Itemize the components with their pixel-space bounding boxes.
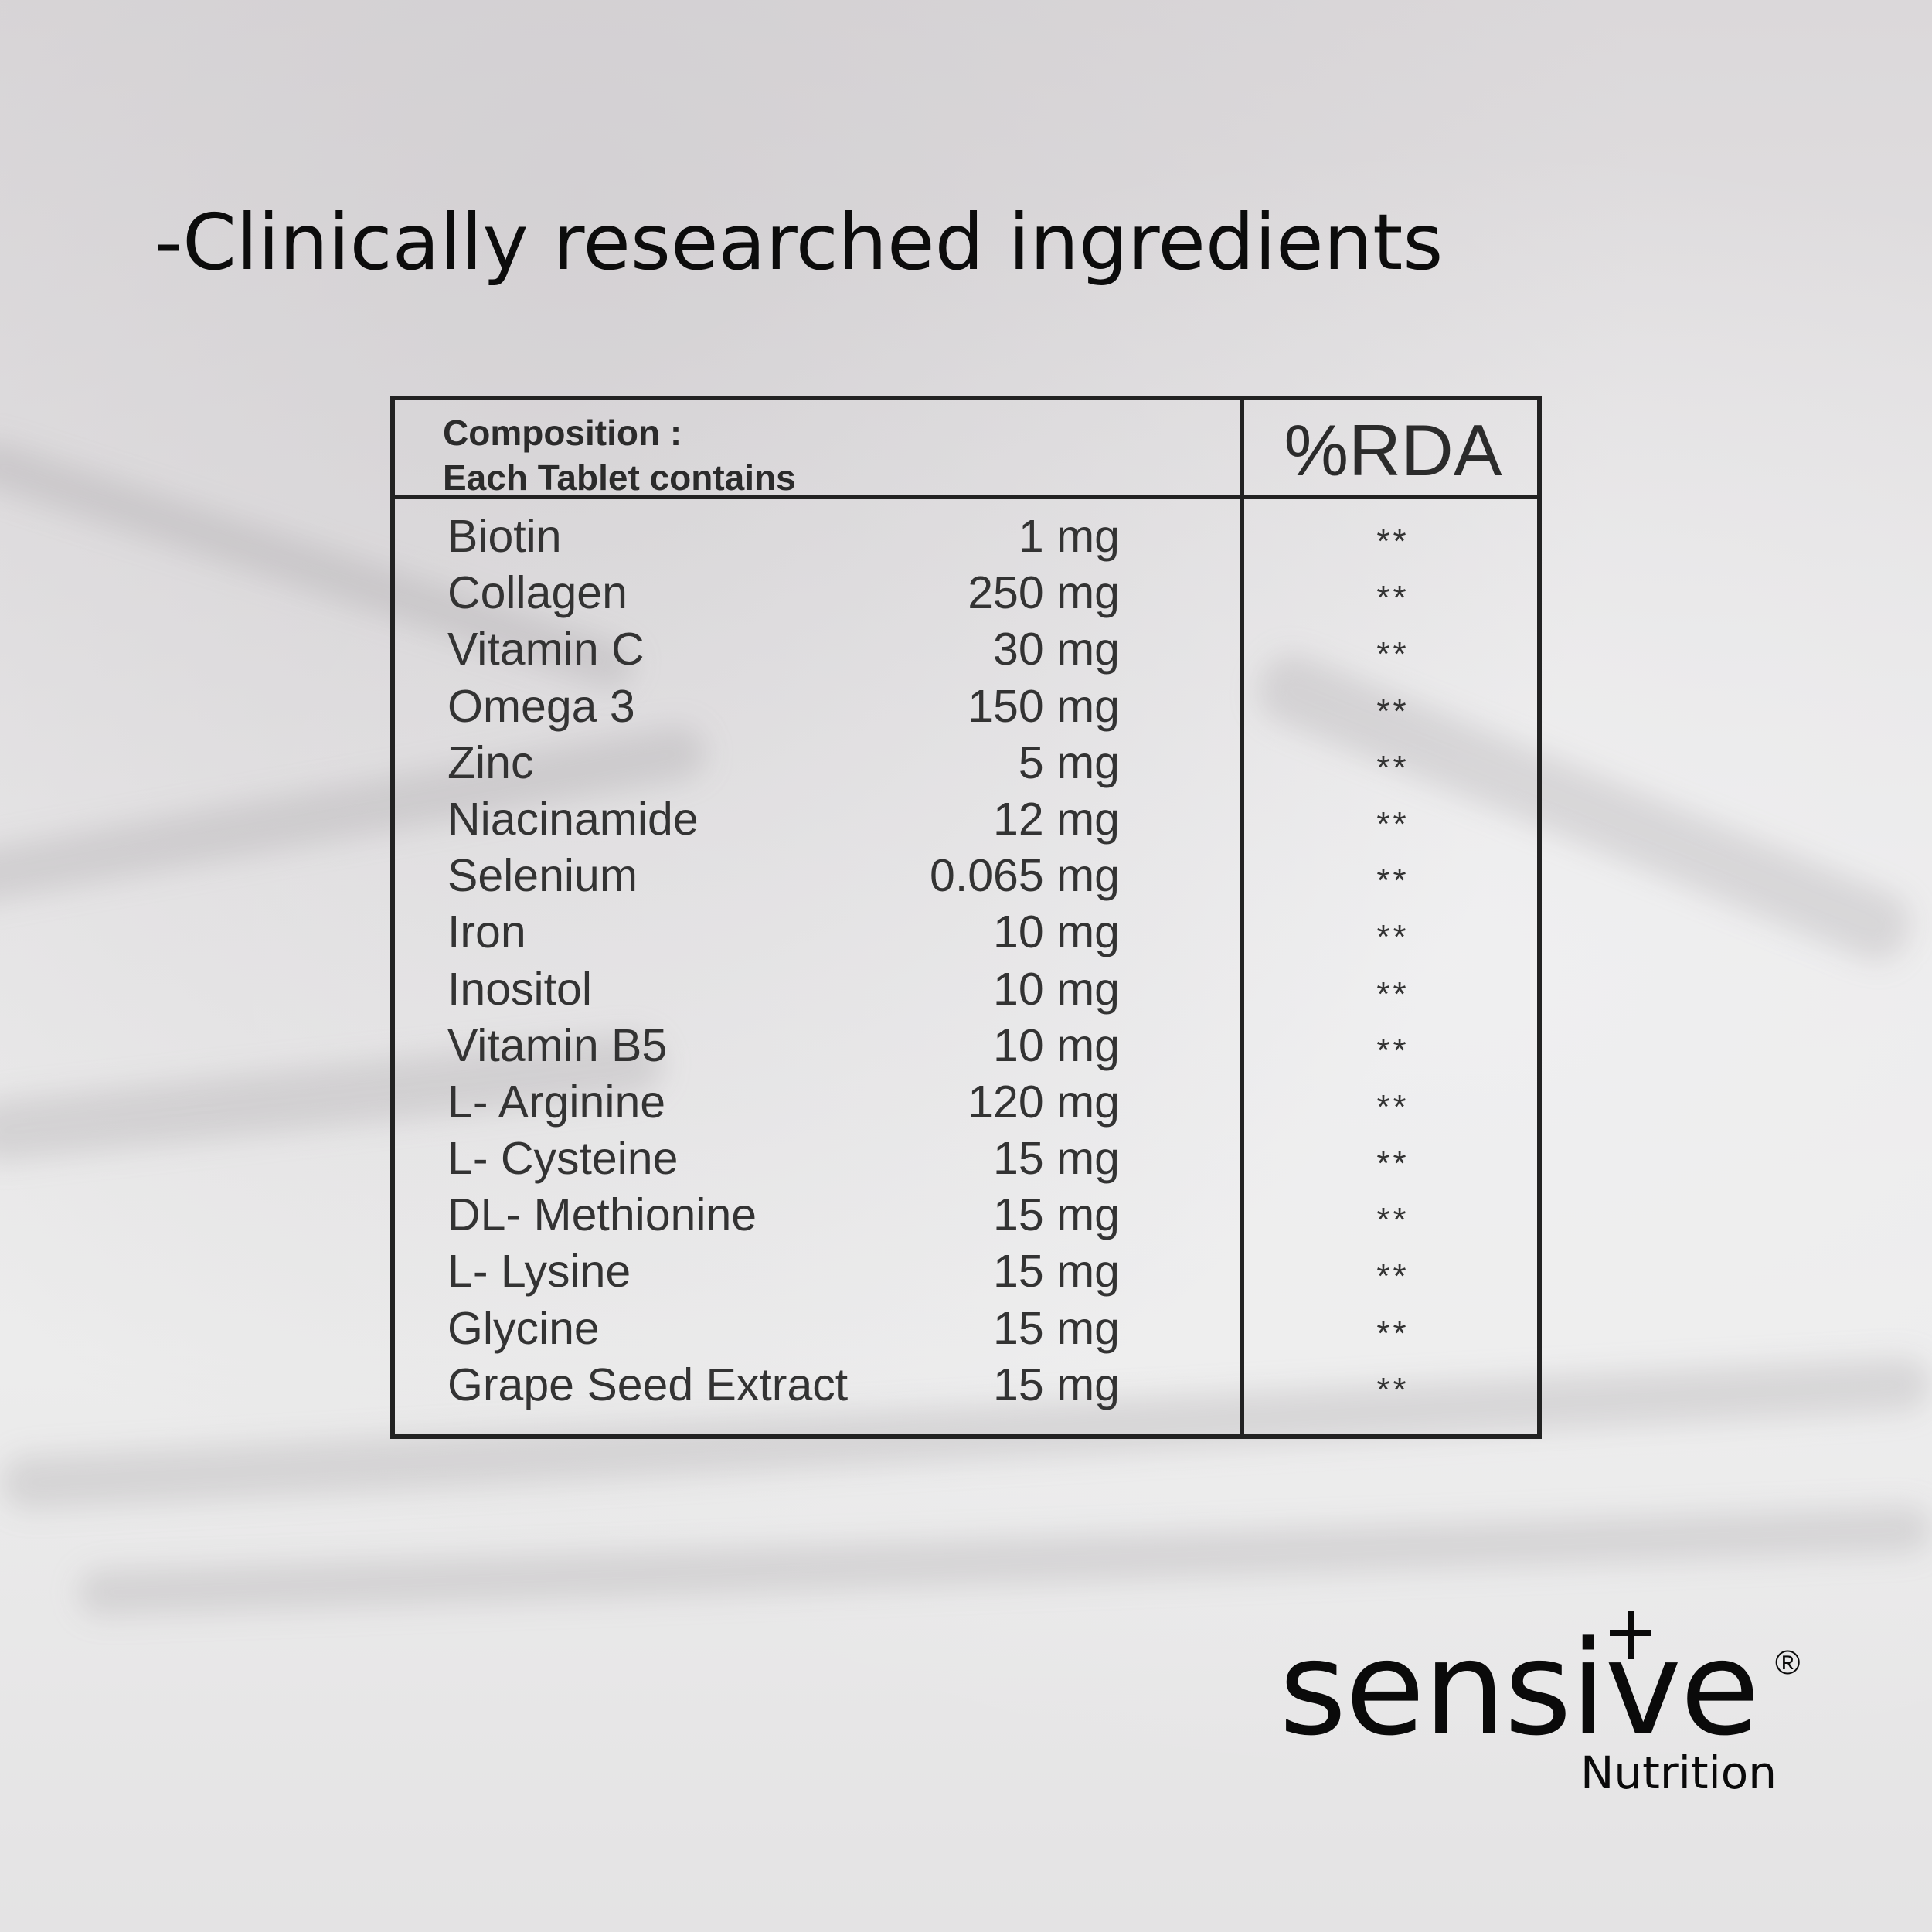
ingredient-rda: ** (1376, 1201, 1410, 1240)
ingredient-row: DL- Methionine 15 mg ** (395, 1187, 1537, 1243)
ingredient-dose: 10 mg (993, 906, 1120, 958)
ingredient-rda: ** (1376, 579, 1410, 617)
ingredient-dose: 15 mg (993, 1246, 1120, 1298)
logo-wordmark: sensive (1279, 1613, 1760, 1764)
ingredient-name: DL- Methionine (447, 1189, 757, 1241)
ingredient-row: Vitamin C 30 mg ** (395, 621, 1537, 678)
composition-title: Composition : (443, 413, 682, 453)
ingredient-rda: ** (1376, 522, 1410, 560)
ingredient-row: Omega 3 150 mg ** (395, 679, 1537, 735)
ingredient-dose: 15 mg (993, 1133, 1120, 1185)
ingredient-dose: 30 mg (993, 624, 1120, 675)
ingredient-name: Inositol (447, 963, 592, 1015)
headline: -Clinically researched ingredients (155, 197, 1444, 287)
ingredient-name: Vitamin C (447, 624, 645, 675)
ingredient-rda: ** (1376, 1031, 1410, 1070)
composition-table: Composition : Each Tablet contains %RDA … (390, 396, 1542, 1439)
ingredient-dose: 15 mg (993, 1302, 1120, 1354)
ingredient-row: L- Cysteine 15 mg ** (395, 1131, 1537, 1187)
ingredient-row: Zinc 5 mg ** (395, 735, 1537, 791)
ingredient-dose: 15 mg (993, 1359, 1120, 1410)
ingredient-row: L- Arginine 120 mg ** (395, 1074, 1537, 1131)
ingredient-row: Inositol 10 mg ** (395, 961, 1537, 1018)
brand-logo: sensive ® Nutrition (1279, 1611, 1820, 1812)
ingredient-rda: ** (1376, 975, 1410, 1013)
ingredient-rda: ** (1376, 1145, 1410, 1183)
ingredient-dose: 10 mg (993, 963, 1120, 1015)
ingredient-dose: 10 mg (993, 1019, 1120, 1071)
composition-subtitle: Each Tablet contains (443, 457, 796, 498)
ingredient-rda: ** (1376, 1314, 1410, 1352)
rda-header: %RDA (1284, 410, 1502, 491)
ingredient-list: Biotin 1 mg ** Collagen 250 mg ** Vitamin C 30 … (395, 509, 1537, 1413)
ingredient-rda: ** (1376, 862, 1410, 900)
ingredient-row: Selenium 0.065 mg ** (395, 848, 1537, 904)
ingredient-rda: ** (1376, 918, 1410, 957)
column-divider (1240, 400, 1244, 1434)
ingredient-name: Collagen (447, 567, 628, 619)
logo-subtitle: Nutrition (1580, 1747, 1777, 1799)
ingredient-row: Glycine 15 mg ** (395, 1301, 1537, 1357)
ingredient-name: L- Arginine (447, 1076, 666, 1128)
ingredient-row: Grape Seed Extract 15 mg ** (395, 1357, 1537, 1413)
ingredient-row: Vitamin B5 10 mg ** (395, 1018, 1537, 1074)
plus-icon (1610, 1611, 1651, 1659)
ingredient-dose: 5 mg (1018, 736, 1120, 788)
ingredient-rda: ** (1376, 1257, 1410, 1296)
ingredient-rda: ** (1376, 1087, 1410, 1126)
ingredient-name: Niacinamide (447, 793, 699, 845)
ingredient-row: L- Lysine 15 mg ** (395, 1243, 1537, 1300)
ingredient-name: Glycine (447, 1302, 600, 1354)
ingredient-rda: ** (1376, 804, 1410, 843)
ingredient-dose: 0.065 mg (930, 850, 1120, 902)
ingredient-rda: ** (1376, 1370, 1410, 1409)
ingredient-name: L- Lysine (447, 1246, 631, 1298)
header-divider (395, 495, 1537, 499)
ingredient-name: Grape Seed Extract (447, 1359, 849, 1410)
ingredient-name: Zinc (447, 736, 534, 788)
ingredient-row: Collagen 250 mg ** (395, 565, 1537, 621)
ingredient-dose: 250 mg (968, 567, 1120, 619)
registered-mark: ® (1775, 1644, 1801, 1682)
ingredient-row: Biotin 1 mg ** (395, 509, 1537, 565)
ingredient-row: Iron 10 mg ** (395, 904, 1537, 961)
ingredient-rda: ** (1376, 748, 1410, 787)
ingredient-name: Selenium (447, 850, 638, 902)
ingredient-dose: 150 mg (968, 680, 1120, 732)
ingredient-dose: 120 mg (968, 1076, 1120, 1128)
ingredient-name: Iron (447, 906, 526, 958)
ingredient-rda: ** (1376, 692, 1410, 730)
ingredient-dose: 1 mg (1018, 511, 1120, 562)
ingredient-name: Vitamin B5 (447, 1019, 668, 1071)
ingredient-name: Biotin (447, 511, 562, 562)
ingredient-name: Omega 3 (447, 680, 635, 732)
ingredient-dose: 15 mg (993, 1189, 1120, 1241)
ingredient-dose: 12 mg (993, 793, 1120, 845)
ingredient-rda: ** (1376, 635, 1410, 674)
ingredient-name: L- Cysteine (447, 1133, 679, 1185)
ingredient-row: Niacinamide 12 mg ** (395, 791, 1537, 848)
